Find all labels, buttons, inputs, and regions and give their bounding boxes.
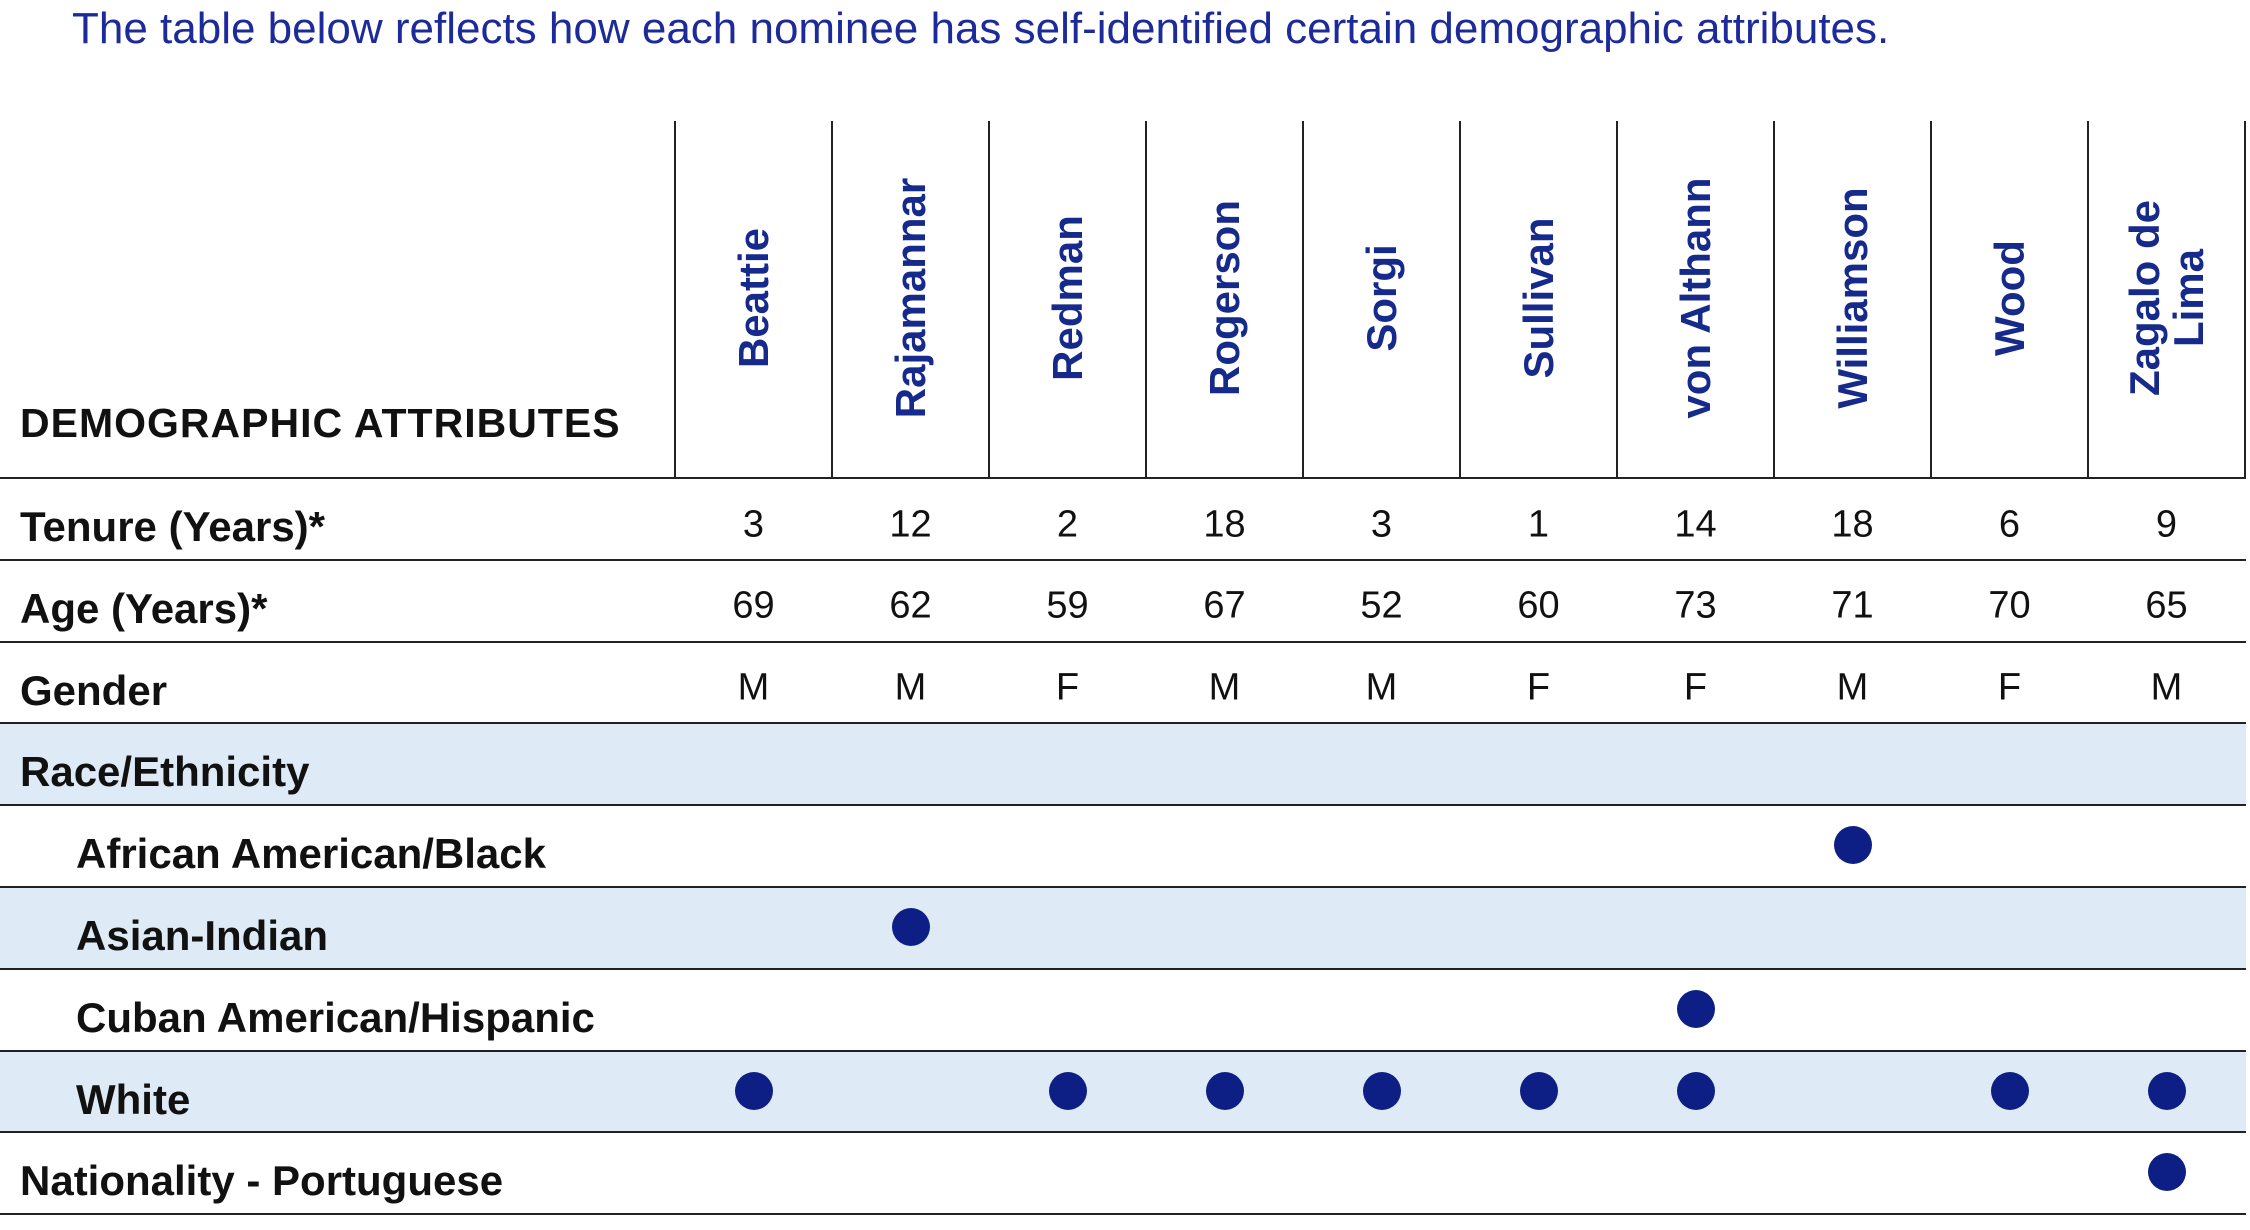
cell-value: 67	[1203, 584, 1246, 627]
column-header: Williamson	[1828, 187, 1876, 409]
row-label: Tenure (Years)*	[20, 503, 326, 551]
cell-value: F	[1997, 666, 2022, 709]
column-divider	[1616, 121, 1618, 478]
column-header: Rogerson	[1200, 200, 1248, 397]
cell-value: 18	[1831, 503, 1874, 546]
cell-value: 6	[1998, 503, 2021, 546]
row-label: Gender	[20, 666, 168, 714]
row-rule	[0, 558, 2246, 561]
column-divider	[988, 121, 990, 478]
cell-value: 71	[1831, 584, 1874, 627]
row-rule	[0, 967, 2246, 970]
cell-value: 52	[1360, 584, 1403, 627]
dot	[1833, 826, 1872, 865]
column-divider	[1302, 121, 1304, 478]
cell-value: M	[1365, 666, 1398, 709]
column-header: Wood	[1985, 240, 2033, 356]
column-divider	[2244, 121, 2246, 478]
cell-value: 9	[2155, 503, 2178, 546]
dot	[1990, 1071, 2029, 1110]
row-shade	[0, 723, 2246, 806]
cell-value: 73	[1674, 584, 1717, 627]
column-divider	[831, 121, 833, 478]
cell-value: 65	[2145, 584, 2188, 627]
cell-value: 14	[1674, 503, 1717, 546]
column-divider	[1773, 121, 1775, 478]
row-rule	[0, 640, 2246, 643]
cell-value: F	[1683, 666, 1708, 709]
column-header: Sorgi	[1357, 244, 1405, 352]
row-shade	[0, 1050, 2246, 1133]
row-rule	[0, 1049, 2246, 1052]
column-divider	[2087, 121, 2089, 478]
dot	[1048, 1071, 1087, 1110]
dot	[891, 908, 930, 947]
row-shade	[0, 887, 2246, 969]
column-header: von Althann	[1671, 177, 1719, 419]
cell-value: 70	[1988, 584, 2031, 627]
column-header: Redman	[1043, 215, 1091, 381]
cell-value: F	[1526, 666, 1551, 709]
row-rule	[0, 1131, 2246, 1134]
row-label: Cuban American/Hispanic	[76, 993, 595, 1041]
row-rule	[0, 722, 2246, 725]
column-header: Zagalo de Lima	[2120, 199, 2212, 397]
cell-value: 60	[1517, 584, 1560, 627]
row-label: African American/Black	[76, 830, 546, 878]
cell-value: M	[1208, 666, 1241, 709]
row-label: Nationality - Portuguese	[20, 1157, 504, 1205]
cell-value: M	[894, 666, 927, 709]
dot	[1519, 1071, 1558, 1110]
row-label: Age (Years)*	[20, 584, 268, 632]
dot	[2147, 1153, 2186, 1192]
cell-value: M	[2150, 666, 2183, 709]
cell-value: 18	[1203, 503, 1246, 546]
table-header: DEMOGRAPHIC ATTRIBUTES	[20, 400, 621, 446]
cell-value: 1	[1527, 503, 1550, 546]
row-rule	[0, 1213, 2246, 1216]
dot	[1362, 1071, 1401, 1110]
header-rule	[0, 477, 2246, 479]
column-header: Sullivan	[1514, 217, 1562, 379]
cell-value: M	[737, 666, 770, 709]
cell-value: 3	[742, 503, 765, 546]
row-label: Asian-Indian	[76, 912, 329, 960]
dot	[1205, 1071, 1244, 1110]
row-label: White	[76, 1075, 191, 1123]
row-rule	[0, 804, 2246, 807]
cell-value: 69	[732, 584, 775, 627]
row-rule	[0, 886, 2246, 888]
column-header: Rajamannar	[886, 177, 934, 419]
cell-value: 12	[889, 503, 932, 546]
column-divider	[674, 121, 676, 478]
column-divider	[1145, 121, 1147, 478]
dot	[734, 1071, 773, 1110]
cell-value: F	[1055, 666, 1080, 709]
column-divider	[1459, 121, 1461, 478]
dot	[2147, 1071, 2186, 1110]
intro-text: The table below reflects how each nomine…	[72, 4, 1890, 53]
cell-value: 3	[1370, 503, 1393, 546]
cell-value: 62	[889, 584, 932, 627]
cell-value: 2	[1056, 503, 1079, 546]
row-label: Race/Ethnicity	[20, 748, 310, 796]
column-header: Beattie	[729, 227, 777, 369]
cell-value: 59	[1046, 584, 1089, 627]
column-divider	[1930, 121, 1932, 478]
cell-value: M	[1836, 666, 1869, 709]
dot	[1676, 1071, 1715, 1110]
dot	[1676, 989, 1715, 1028]
